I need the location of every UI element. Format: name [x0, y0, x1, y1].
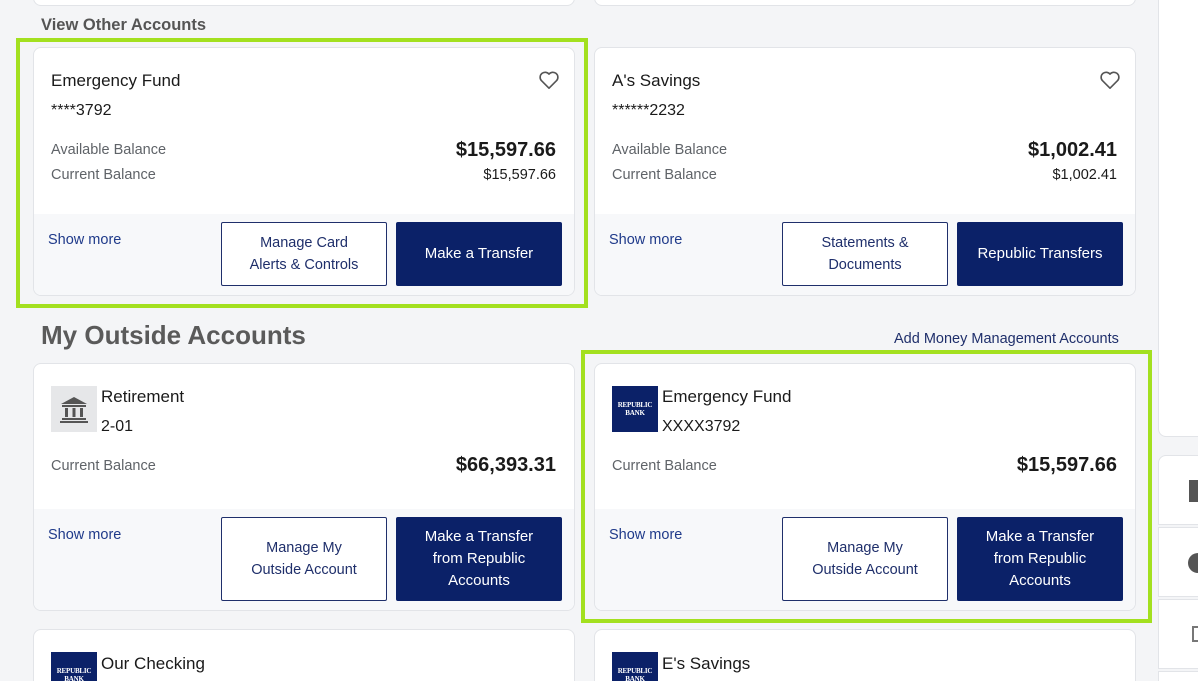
- current-balance-value: $15,597.66: [1016, 454, 1117, 476]
- current-balance-label: Current Balance: [612, 167, 717, 183]
- account-card-emergency-fund: Emergency Fund ****3792 Available Balanc…: [33, 47, 575, 296]
- available-balance-label: Available Balance: [612, 142, 728, 158]
- account-number: XXXX3792: [662, 418, 741, 435]
- button-label: Make a Transfer from Republic Accounts: [985, 528, 1095, 589]
- view-other-accounts-heading: View Other Accounts: [41, 16, 207, 34]
- bank-building-icon: [51, 386, 97, 432]
- account-number: 2-01: [101, 418, 134, 435]
- side-item-icon-1: [1189, 480, 1198, 502]
- card-footer: Show more Manage My Outside Account Make …: [34, 509, 574, 610]
- button-label: Manage My Outside Account: [251, 540, 357, 578]
- account-number: ******2232: [612, 102, 685, 119]
- manage-outside-account-button[interactable]: Manage My Outside Account: [221, 517, 387, 601]
- make-transfer-from-republic-button[interactable]: Make a Transfer from Republic Accounts: [396, 517, 562, 601]
- right-side-panel-item-4[interactable]: [1158, 671, 1198, 681]
- show-more-link[interactable]: Show more: [48, 527, 122, 543]
- partial-card-top-right: [594, 0, 1136, 6]
- current-balance-label: Current Balance: [51, 458, 156, 474]
- account-name: E's Savings: [662, 654, 751, 673]
- right-side-panel-top: [1158, 0, 1198, 437]
- statements-documents-button[interactable]: Statements & Documents: [782, 222, 948, 286]
- favorite-heart-icon[interactable]: [538, 70, 560, 90]
- favorite-heart-icon[interactable]: [1099, 70, 1121, 90]
- republic-transfers-button[interactable]: Republic Transfers: [957, 222, 1123, 286]
- make-transfer-button[interactable]: Make a Transfer: [396, 222, 562, 286]
- account-name: Emergency Fund: [662, 387, 792, 406]
- account-name: Retirement: [101, 387, 185, 406]
- current-balance-value: $66,393.31: [455, 454, 556, 476]
- current-balance-value: $1,002.41: [1052, 167, 1117, 183]
- current-balance-value: $15,597.66: [483, 167, 556, 183]
- side-item-icon-2: [1188, 553, 1198, 573]
- republic-bank-logo: REPUBLIC BANK: [51, 652, 97, 681]
- add-money-management-accounts-link[interactable]: Add Money Management Accounts: [894, 331, 1119, 347]
- my-outside-accounts-heading: My Outside Accounts: [41, 320, 306, 350]
- republic-bank-logo: REPUBLIC BANK: [612, 386, 658, 432]
- button-label: Make a Transfer from Republic Accounts: [424, 528, 534, 589]
- republic-bank-logo: REPUBLIC BANK: [612, 652, 658, 681]
- outside-account-card-our-checking: REPUBLIC BANK Our Checking: [33, 629, 575, 681]
- side-item-icon-3: [1192, 626, 1198, 642]
- right-side-panel-item-3[interactable]: [1158, 599, 1198, 669]
- show-more-link[interactable]: Show more: [609, 232, 683, 248]
- manage-card-alerts-button[interactable]: Manage Card Alerts & Controls: [221, 222, 387, 286]
- partial-card-top-left: [33, 0, 575, 6]
- current-balance-label: Current Balance: [612, 458, 717, 474]
- card-footer: Show more Manage Card Alerts & Controls M…: [34, 214, 574, 295]
- outside-account-card-emergency-fund: REPUBLIC BANK Emergency Fund XXXX3792 Cur…: [594, 363, 1136, 611]
- card-footer: Show more Statements & Documents Republic…: [595, 214, 1135, 295]
- button-label: Manage Card Alerts & Controls: [249, 235, 359, 273]
- right-side-panel-item-2[interactable]: [1158, 527, 1198, 597]
- available-balance-value: $1,002.41: [1028, 139, 1117, 161]
- account-card-a-savings: A's Savings ******2232 Available Balance…: [594, 47, 1136, 296]
- outside-account-card-retirement: Retirement 2-01 Current Balance $66,393.…: [33, 363, 575, 611]
- card-footer: Show more Manage My Outside Account Make …: [595, 509, 1135, 610]
- account-name: Emergency Fund: [51, 71, 181, 90]
- show-more-link[interactable]: Show more: [609, 527, 683, 543]
- manage-outside-account-button[interactable]: Manage My Outside Account: [782, 517, 948, 601]
- current-balance-label: Current Balance: [51, 167, 156, 183]
- outside-account-card-e-savings: REPUBLIC BANK E's Savings: [594, 629, 1136, 681]
- available-balance-value: $15,597.66: [455, 139, 556, 161]
- show-more-link[interactable]: Show more: [48, 232, 122, 248]
- account-name: A's Savings: [612, 71, 701, 90]
- available-balance-label: Available Balance: [51, 142, 167, 158]
- make-transfer-from-republic-button[interactable]: Make a Transfer from Republic Accounts: [957, 517, 1123, 601]
- right-side-panel-item-1[interactable]: [1158, 455, 1198, 525]
- account-number: ****3792: [51, 102, 112, 119]
- account-name: Our Checking: [101, 654, 205, 673]
- button-label: Manage My Outside Account: [812, 540, 918, 578]
- button-label: Statements & Documents: [821, 235, 909, 273]
